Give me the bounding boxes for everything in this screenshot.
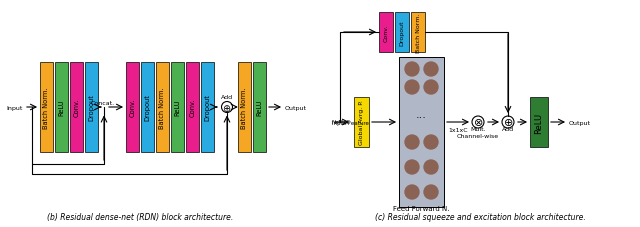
Circle shape [405,160,419,174]
FancyBboxPatch shape [238,63,251,152]
Circle shape [424,135,438,149]
FancyBboxPatch shape [156,63,169,152]
FancyBboxPatch shape [530,98,548,147]
Text: Batch Norm.: Batch Norm. [241,87,248,128]
FancyBboxPatch shape [253,63,266,152]
FancyBboxPatch shape [201,63,214,152]
Text: Channel-wise: Channel-wise [457,133,499,138]
Text: Conv.: Conv. [129,98,136,117]
Circle shape [405,63,419,77]
Text: Batch Norm.: Batch Norm. [44,87,49,128]
FancyBboxPatch shape [186,63,199,152]
Text: Conv.: Conv. [74,98,79,117]
Text: 1x1xC: 1x1xC [448,127,468,132]
FancyBboxPatch shape [395,13,409,53]
Circle shape [405,81,419,95]
Text: (c) Residual squeeze and excitation block architecture.: (c) Residual squeeze and excitation bloc… [374,212,586,221]
Text: ReLU: ReLU [58,99,65,116]
Text: Conv.: Conv. [383,24,388,42]
Text: Feed Forward N.: Feed Forward N. [393,205,450,211]
Text: Dropout: Dropout [205,94,211,121]
FancyBboxPatch shape [354,98,369,147]
Circle shape [424,81,438,95]
Text: Mult.: Mult. [470,126,486,131]
Text: Input: Input [6,105,23,110]
Circle shape [424,160,438,174]
FancyBboxPatch shape [171,63,184,152]
Text: Add: Add [502,126,514,131]
FancyBboxPatch shape [55,63,68,152]
Text: $\oplus$: $\oplus$ [222,102,232,113]
Text: Add: Add [221,95,233,100]
Circle shape [424,185,438,199]
Text: ...: ... [416,109,427,119]
Circle shape [405,135,419,149]
Text: Dropout: Dropout [88,94,95,121]
FancyBboxPatch shape [399,58,444,207]
Text: Output: Output [569,120,591,125]
Text: $\oplus$: $\oplus$ [503,117,513,128]
FancyBboxPatch shape [85,63,98,152]
Text: Output: Output [285,105,307,110]
Text: Batch Norm.: Batch Norm. [159,87,166,128]
Text: Input Feature: Input Feature [332,121,369,126]
Text: $\otimes$: $\otimes$ [473,117,483,128]
FancyBboxPatch shape [40,63,53,152]
Text: ReLU: ReLU [534,112,543,133]
Text: Global Avrg. P.: Global Avrg. P. [359,100,364,145]
FancyBboxPatch shape [126,63,139,152]
Text: Conv.: Conv. [189,98,195,117]
Text: NxMxC: NxMxC [332,119,351,124]
FancyBboxPatch shape [411,13,425,53]
Text: Dropout: Dropout [399,20,404,46]
Text: ReLU: ReLU [257,99,262,116]
FancyBboxPatch shape [70,63,83,152]
Circle shape [424,63,438,77]
Text: Concat.: Concat. [91,101,115,106]
Text: Dropout: Dropout [145,94,150,121]
Circle shape [405,185,419,199]
FancyBboxPatch shape [141,63,154,152]
Text: (b) Residual dense-net (RDN) block architecture.: (b) Residual dense-net (RDN) block archi… [47,212,233,221]
Text: Batch Norm.: Batch Norm. [415,13,420,52]
FancyBboxPatch shape [379,13,393,53]
Text: ReLU: ReLU [175,99,180,116]
